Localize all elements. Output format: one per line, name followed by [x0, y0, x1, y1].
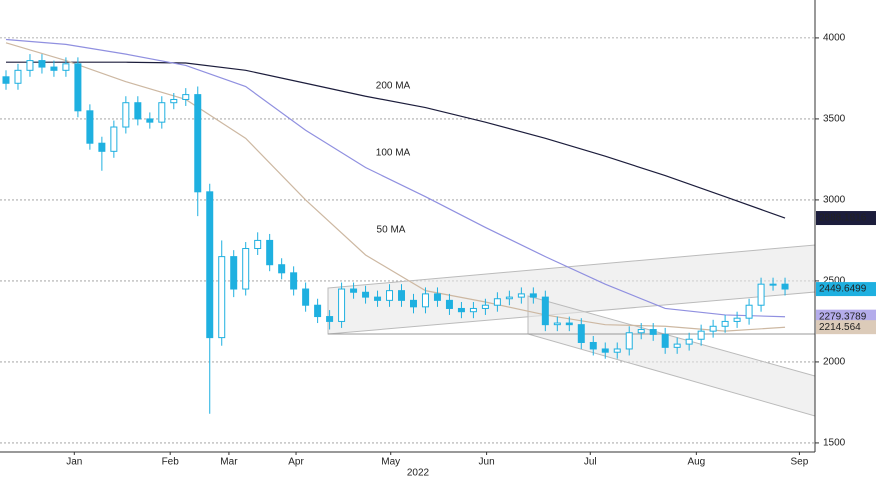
candle-body — [721, 320, 729, 327]
candle-body — [769, 283, 777, 286]
x-axis-label: 2022 — [407, 468, 430, 479]
x-tick-label: Jul — [584, 457, 597, 468]
candle-body — [98, 142, 106, 152]
candle-body — [2, 76, 10, 84]
candle-body — [661, 333, 669, 348]
candle-body — [146, 118, 154, 123]
candle-body — [457, 307, 465, 313]
candle-body — [26, 60, 34, 71]
candle-body — [386, 290, 394, 301]
last-value-label: 2888.1816 — [819, 213, 867, 224]
last-value-box — [816, 320, 876, 335]
candle-body — [517, 293, 525, 298]
y-tick-label: 4000 — [823, 33, 846, 44]
candle-body — [122, 102, 130, 128]
candle-body — [781, 283, 789, 290]
candle-body — [625, 332, 633, 350]
x-tick-label: Feb — [162, 457, 180, 468]
ma-label: 100 MA — [376, 148, 411, 159]
candle-body — [158, 102, 166, 123]
candle-body — [637, 329, 645, 334]
candle-body — [613, 348, 621, 353]
candle-body — [86, 110, 94, 144]
candle-body — [362, 291, 370, 298]
candle-body — [685, 338, 693, 345]
candle-body — [649, 329, 657, 335]
candle-body — [445, 299, 453, 309]
candle-body — [709, 325, 717, 332]
candle-body — [110, 126, 118, 152]
candle-body — [218, 256, 226, 339]
x-tick-label: Jun — [479, 457, 495, 468]
candle-body — [194, 94, 202, 193]
y-tick-label: 3000 — [823, 195, 846, 206]
candle-body — [350, 288, 358, 293]
candle-body — [433, 293, 441, 301]
candle-body — [50, 66, 58, 71]
candle-body — [505, 296, 513, 300]
x-tick-label: Apr — [288, 457, 304, 468]
candle-body — [409, 299, 417, 308]
x-tick-label: Jan — [66, 457, 82, 468]
candle-body — [206, 191, 214, 339]
last-value-box — [816, 309, 876, 324]
last-value-label: 2449.6499 — [819, 284, 867, 295]
x-tick-label: May — [381, 457, 400, 468]
candle-body — [182, 94, 190, 100]
candle-body — [697, 330, 705, 340]
last-value-label: 2279.3789 — [819, 311, 867, 322]
ma-line — [5, 38, 786, 318]
ma-line — [5, 42, 786, 332]
y-tick-label: 3500 — [823, 114, 846, 125]
candle-body — [266, 239, 274, 266]
candle-body — [290, 272, 298, 290]
candle-body — [278, 264, 286, 274]
last-value-box — [816, 282, 876, 297]
ma-line — [5, 61, 786, 219]
candle-body — [338, 288, 346, 322]
candle-body — [553, 322, 561, 326]
ma-label: 200 MA — [376, 81, 411, 92]
x-tick-label: Sep — [791, 457, 809, 468]
candle-body — [38, 60, 46, 68]
candle-body — [589, 341, 597, 350]
candle-body — [374, 296, 382, 301]
candle-body — [733, 317, 741, 322]
candle-body — [757, 283, 765, 306]
candle-body — [398, 290, 406, 301]
candle-body — [62, 63, 70, 71]
x-tick-label: Mar — [220, 457, 238, 468]
candle-body — [14, 69, 22, 84]
ma-label: 50 MA — [377, 225, 406, 236]
candle-body — [529, 293, 537, 298]
lower-channel — [527, 295, 816, 417]
candle-body — [421, 293, 429, 308]
candle-body — [134, 102, 142, 120]
candle-body — [541, 296, 549, 326]
candle-body — [254, 239, 262, 250]
candle-body — [74, 63, 82, 112]
candle-body — [230, 256, 238, 290]
last-value-box — [816, 211, 876, 226]
candle-body — [673, 343, 681, 348]
candle-body — [302, 288, 310, 306]
candle-body — [601, 348, 609, 353]
y-tick-label: 2000 — [823, 357, 846, 368]
y-tick-label: 2500 — [823, 276, 846, 287]
candle-body — [745, 304, 753, 319]
candle-body — [481, 304, 489, 309]
candle-body — [170, 98, 178, 104]
candle-body — [242, 248, 250, 290]
candle-body — [577, 324, 585, 343]
candle-body — [469, 307, 477, 313]
candle-body — [493, 298, 501, 306]
candle-body — [314, 304, 322, 318]
y-tick-label: 1500 — [823, 438, 846, 449]
x-tick-label: Aug — [687, 457, 705, 468]
last-value-label: 2214.564 — [819, 322, 861, 333]
candle-body — [326, 316, 334, 322]
candle-body — [565, 322, 573, 326]
